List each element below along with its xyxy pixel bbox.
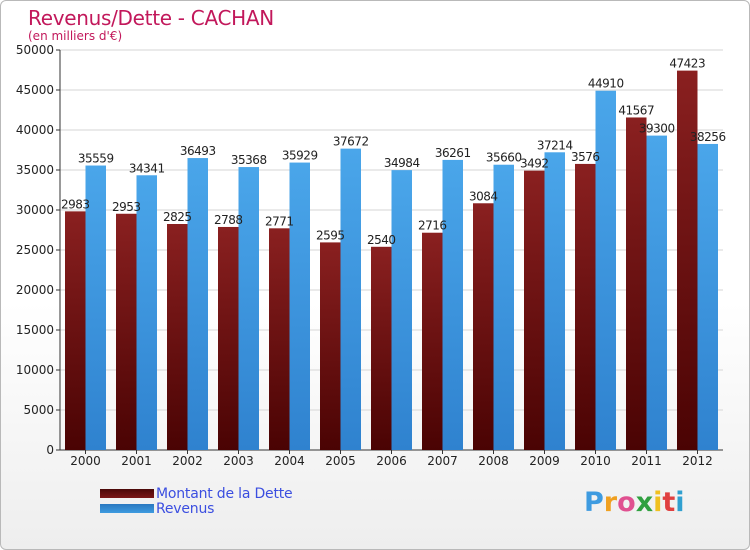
value-label-revenus: 36261 [435,146,471,160]
axes: 0 5000 10000 15000 20000 25000 30000 35000 40000… [16,43,723,468]
value-label-revenus: 35929 [282,149,318,163]
logo-letter: P [584,487,604,518]
value-label-dette: 2716 [418,219,447,233]
bar-revenus [391,170,412,451]
y-tick-label: 50000 [16,43,54,57]
value-label-revenus: 44910 [588,77,624,91]
value-label-dette: 2983 [61,197,90,211]
bar-dette [575,163,596,451]
x-tick-label: 2009 [529,454,560,468]
y-tick-label: 20000 [16,283,54,297]
bar-dette [116,213,137,450]
bar-revenus [85,165,106,450]
legend-label-dette: Montant de la Dette [156,485,293,502]
legend-item-revenus: Revenus [100,500,292,517]
y-tick-label: 10000 [16,363,54,377]
logo-letter: i [675,487,685,518]
bar-dette [218,226,239,450]
logo-letter: t [662,487,676,518]
value-label-dette: 3084 [469,189,498,203]
legend-label-revenus: Revenus [156,500,215,517]
bar-revenus [442,159,463,451]
y-tick-label: 25000 [16,243,54,257]
bar-revenus [595,90,616,450]
value-label-dette: 47423 [669,57,705,71]
x-tick-label: 2004 [274,454,305,468]
value-label-dette: 2595 [316,228,345,242]
y-tick-label: 15000 [16,323,54,337]
x-tick-label: 2008 [478,454,509,468]
x-tick-label: 2010 [580,454,611,468]
bars [65,70,718,451]
value-label-dette: 3576 [571,150,600,164]
bar-revenus [340,148,361,450]
value-label-dette: 2825 [163,210,192,224]
logo-letter: r [603,487,618,518]
bar-dette [473,203,494,450]
bar-revenus [697,143,718,450]
legend-swatch-dette [100,489,154,498]
bar-dette [371,246,392,450]
x-tick-label: 2000 [70,454,101,468]
bar-revenus [136,175,157,450]
value-label-revenus: 38256 [690,130,726,144]
value-label-revenus: 35559 [78,152,114,166]
legend-item-dette: Montant de la Dette [100,485,293,502]
x-tick-label: 2007 [427,454,458,468]
y-tick-label: 0 [46,443,54,457]
bar-dette [626,117,647,451]
value-label-dette: 2953 [112,200,141,214]
value-label-revenus: 36493 [180,144,216,158]
value-labels: 2983 35559 2953 34341 2825 36493 2788 35368 2771… [61,57,726,247]
value-label-dette: 2771 [265,214,294,228]
x-tick-label: 2003 [223,454,254,468]
proxiti-logo: Proxiti [584,487,685,518]
logo-letter: o [617,487,636,518]
value-label-revenus: 34341 [129,161,165,175]
logo-letter: x [635,487,654,518]
value-label-revenus: 39300 [639,122,675,136]
value-label-revenus: 34984 [384,156,420,170]
bar-dette [167,224,188,450]
bar-dette [524,170,545,450]
bar-revenus [646,135,667,450]
x-tick-label: 2012 [682,454,713,468]
x-tick-label: 2005 [325,454,356,468]
y-tick-label: 30000 [16,203,54,217]
bar-revenus [544,152,565,450]
bar-dette [677,70,698,450]
y-tick-label: 40000 [16,123,54,137]
value-label-dette: 3492 [520,157,549,171]
chart-title: Revenus/Dette - CACHAN [28,6,274,30]
bar-revenus [493,164,514,450]
bar-dette [422,232,443,450]
y-tick-label: 45000 [16,83,54,97]
legend: Montant de la Dette Revenus [100,485,293,517]
logo-letter: i [653,487,663,518]
value-label-revenus: 35660 [486,151,522,165]
value-label-dette: 2788 [214,213,243,227]
legend-swatch-revenus [100,504,154,513]
x-tick-label: 2002 [172,454,203,468]
y-tick-label: 35000 [16,163,54,177]
bar-dette [269,228,290,450]
value-label-revenus: 35368 [231,153,267,167]
bar-revenus [289,162,310,450]
value-label-dette: 2540 [367,233,396,247]
bar-revenus [238,167,259,450]
value-label-revenus: 37672 [333,135,369,149]
bar-dette [65,211,86,450]
value-label-revenus: 37214 [537,138,573,152]
bar-revenus [187,158,208,450]
bar-dette [320,242,341,450]
x-tick-label: 2006 [376,454,407,468]
y-tick-label: 5000 [23,403,54,417]
value-label-dette: 41567 [618,103,654,117]
chart-subtitle: (en milliers d'€) [28,29,123,43]
x-tick-label: 2011 [631,454,662,468]
x-tick-label: 2001 [121,454,152,468]
